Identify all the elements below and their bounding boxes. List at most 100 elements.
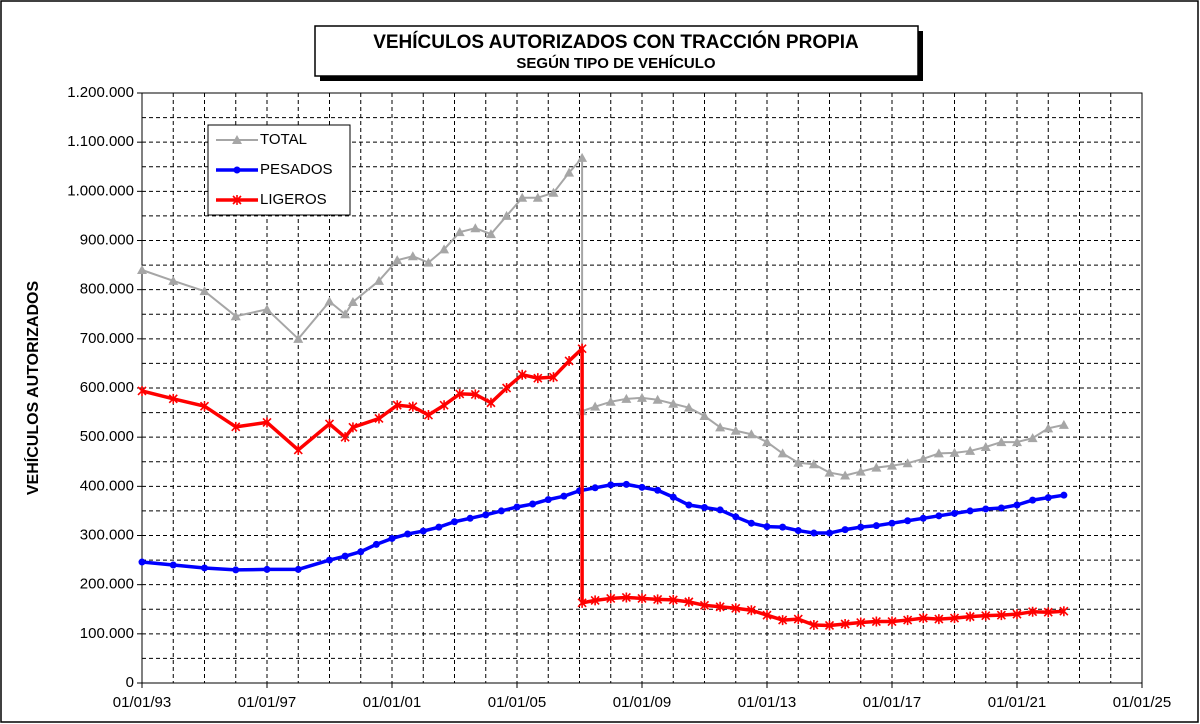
marker — [1043, 423, 1054, 433]
marker — [348, 422, 358, 433]
marker — [840, 619, 850, 629]
marker — [232, 566, 240, 574]
marker — [607, 481, 615, 489]
marker — [324, 418, 335, 429]
marker — [746, 429, 757, 439]
marker — [439, 400, 449, 411]
marker — [293, 444, 303, 455]
marker — [762, 610, 772, 621]
marker — [669, 493, 677, 501]
y-tick-label: 500.000 — [80, 428, 134, 445]
marker — [529, 500, 537, 508]
marker — [137, 265, 147, 274]
marker — [1044, 494, 1052, 502]
marker — [716, 506, 724, 514]
x-tick-label: 01/01/97 — [238, 694, 296, 711]
marker — [451, 518, 458, 526]
marker — [1028, 606, 1038, 617]
marker — [466, 514, 474, 522]
marker — [423, 257, 434, 267]
marker — [949, 613, 960, 624]
legend-marker — [233, 166, 241, 174]
marker — [949, 447, 960, 457]
marker — [199, 286, 210, 296]
marker — [340, 432, 350, 443]
marker — [637, 593, 647, 604]
marker — [435, 523, 443, 531]
marker — [731, 603, 741, 614]
y-tick-label: 300.000 — [80, 526, 134, 543]
marker — [934, 614, 944, 625]
marker — [482, 511, 490, 519]
marker — [996, 437, 1007, 447]
marker — [777, 448, 788, 458]
marker — [485, 229, 496, 239]
marker — [918, 613, 928, 624]
marker — [577, 152, 588, 162]
marker — [683, 402, 694, 412]
marker — [326, 556, 333, 564]
marker — [966, 507, 974, 515]
marker — [841, 526, 849, 534]
marker — [347, 296, 358, 306]
marker — [590, 401, 601, 411]
marker — [684, 596, 694, 607]
marker — [404, 530, 412, 538]
marker — [951, 509, 958, 517]
marker — [231, 421, 241, 432]
marker — [793, 457, 804, 467]
marker — [826, 529, 833, 537]
marker — [419, 527, 427, 535]
marker — [168, 393, 178, 404]
marker — [137, 385, 147, 396]
x-tick-label: 01/01/13 — [738, 694, 796, 711]
marker — [997, 504, 1005, 512]
marker — [872, 522, 880, 530]
marker — [763, 523, 771, 531]
marker — [621, 592, 631, 603]
marker — [730, 425, 741, 435]
marker — [685, 501, 693, 509]
chart-subtitle: SEGÚN TIPO DE VEHÍCULO — [516, 54, 716, 72]
marker — [169, 561, 177, 569]
marker — [408, 401, 418, 412]
marker — [455, 388, 465, 399]
marker — [810, 529, 818, 537]
marker — [981, 610, 991, 621]
marker — [532, 192, 543, 202]
y-tick-label: 400.000 — [80, 477, 134, 494]
marker — [715, 601, 725, 612]
marker — [294, 565, 302, 573]
marker — [357, 548, 365, 556]
marker — [824, 620, 835, 631]
x-tick-label: 01/01/25 — [1113, 694, 1171, 711]
marker — [340, 309, 351, 319]
y-tick-label: 600.000 — [80, 379, 134, 396]
marker — [423, 410, 434, 421]
marker — [778, 615, 788, 626]
marker — [199, 401, 210, 412]
marker — [1027, 433, 1038, 443]
marker — [470, 223, 481, 233]
marker — [1043, 607, 1053, 618]
marker — [324, 296, 335, 306]
marker — [715, 422, 726, 432]
marker — [1012, 437, 1022, 447]
y-tick-label: 1.200.000 — [67, 84, 134, 101]
marker — [653, 594, 663, 605]
marker — [668, 594, 678, 605]
marker — [793, 614, 803, 625]
marker — [1059, 606, 1069, 617]
marker — [732, 513, 740, 521]
marker — [638, 483, 646, 491]
marker — [887, 616, 897, 627]
x-tick-label: 01/01/09 — [613, 694, 671, 711]
marker — [621, 393, 632, 403]
marker — [887, 460, 897, 470]
marker — [871, 462, 882, 472]
y-tick-label: 800.000 — [80, 281, 134, 298]
marker — [794, 527, 802, 535]
